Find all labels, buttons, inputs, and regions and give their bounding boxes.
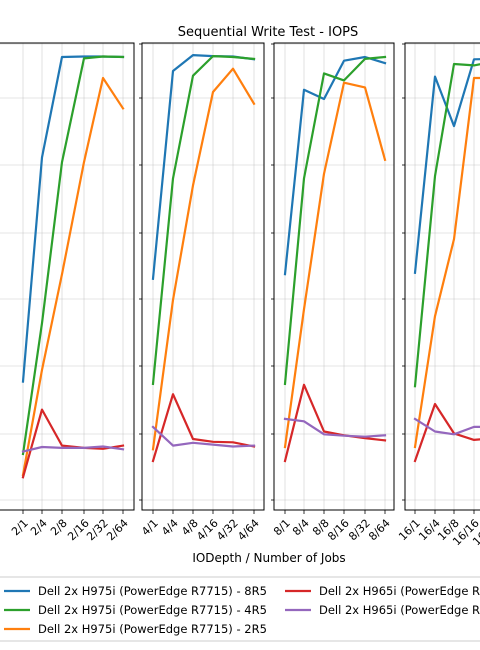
panel-frame — [141, 42, 265, 511]
x-tick-label: 8/1 — [271, 517, 293, 539]
panel-frame — [404, 42, 480, 511]
x-tick-label: 2/32 — [84, 517, 111, 544]
series-line-2 — [413, 62, 480, 388]
legend-item: Dell 2x H965i (PowerEdge R7715) - 8R5 — [285, 584, 480, 598]
legend-label: Dell 2x H965i (PowerEdge R7715) - 8R5 — [319, 584, 480, 598]
series-line-2 — [21, 55, 125, 456]
series-line-4 — [413, 402, 480, 463]
panel-1: 2/12/42/82/162/322/64 — [0, 42, 135, 544]
legend-label: Dell 2x H975i (PowerEdge R7715) - 2R5 — [38, 622, 267, 636]
legend: Dell 2x H975i (PowerEdge R7715) - 8R5 Del… — [0, 576, 480, 642]
x-tick-label: 8/64 — [366, 517, 393, 544]
series-line-5 — [21, 445, 125, 453]
panels: 2/12/42/82/162/322/64 4/14/44/84/164/324/… — [0, 42, 480, 548]
series-line-4 — [283, 383, 387, 463]
series-line-2 — [151, 54, 256, 386]
legend-label: Dell 2x H975i (PowerEdge R7715) - 4R5 — [38, 603, 267, 617]
series-line-3 — [21, 76, 125, 477]
x-tick-label: 4/32 — [214, 517, 241, 544]
series-line-1 — [151, 53, 256, 281]
chart-title: Sequential Write Test - IOPS — [178, 25, 359, 40]
x-tick-label: 8/16 — [325, 517, 352, 544]
legend-item: Dell 2x H975i (PowerEdge R7715) - 8R5 — [4, 584, 267, 598]
x-axis-label: IODepth / Number of Jobs — [192, 551, 345, 565]
x-tick-label: 2/1 — [9, 517, 31, 539]
series-line-1 — [413, 58, 480, 275]
x-tick-label: 4/16 — [194, 517, 221, 544]
legend-item: Dell 2x H965i (PowerEdge R7715) - 4R5 — [285, 603, 480, 617]
x-tick-label: 2/4 — [28, 517, 50, 539]
panel-2: 4/14/44/84/164/324/64 — [139, 42, 265, 544]
legend-item: Dell 2x H975i (PowerEdge R7715) - 4R5 — [4, 603, 267, 617]
series-line-3 — [151, 67, 256, 451]
legend-label: Dell 2x H975i (PowerEdge R7715) - 8R5 — [38, 584, 267, 598]
series-line-4 — [151, 393, 256, 463]
x-tick-label: 4/64 — [235, 517, 262, 544]
series-line-3 — [283, 81, 387, 449]
legend-label: Dell 2x H965i (PowerEdge R7715) - 4R5 — [319, 603, 480, 617]
x-tick-label: 8/4 — [290, 517, 312, 539]
x-tick-label: 2/64 — [104, 517, 131, 544]
series-line-5 — [151, 425, 256, 448]
series-line-1 — [283, 55, 387, 276]
x-tick-label: 4/1 — [139, 517, 161, 539]
legend-box — [0, 576, 480, 642]
panel-3: 8/18/48/88/168/328/64 — [271, 42, 395, 544]
panel-frame — [273, 42, 395, 511]
series-line-4 — [21, 408, 125, 479]
panel-frame — [0, 42, 135, 511]
series-line-3 — [413, 76, 480, 449]
series-line-5 — [413, 417, 480, 436]
series-line-5 — [283, 417, 387, 438]
x-tick-label: 8/32 — [346, 517, 373, 544]
series-line-2 — [283, 55, 387, 386]
x-tick-label: 16/1 — [396, 517, 423, 544]
legend-item: Dell 2x H975i (PowerEdge R7715) - 2R5 — [4, 622, 267, 636]
x-tick-label: 4/4 — [159, 517, 181, 539]
